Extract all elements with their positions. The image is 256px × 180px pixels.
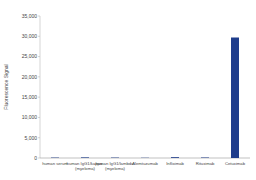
x-tick-label: Infliximab: [166, 161, 184, 166]
y-axis: [40, 16, 41, 158]
bars: [51, 38, 239, 158]
bar: [141, 157, 149, 158]
y-tick-label: 35,000: [22, 13, 38, 19]
bar: [201, 157, 209, 158]
bar: [51, 157, 59, 158]
x-tick-label: Rituximab: [196, 161, 215, 166]
x-tick-label: human IgG1/lambda (myeloma): [95, 161, 134, 171]
y-tick-label: 0: [34, 155, 37, 161]
chart: 0 5,000 10,000 15,000 20,000 25,000 30,000 35,0…: [0, 0, 256, 180]
chart-root: 0 5,000 10,000 15,000 20,000 25,000 30,000 35,0…: [0, 0, 256, 180]
y-axis-label: Fluorescence Signal: [3, 64, 9, 109]
y-tick-label: 15,000: [22, 94, 38, 100]
y-tick-label: 10,000: [22, 114, 38, 120]
x-tick-label: human serum: [42, 161, 68, 166]
y-tick-label: 25,000: [22, 53, 38, 59]
x-tick-label: Alemtuzumab: [132, 161, 158, 166]
y-tick-label: 5,000: [24, 135, 37, 141]
bar: [81, 157, 89, 158]
y-tick-label: 20,000: [22, 74, 38, 80]
bar: [231, 38, 239, 158]
bar: [171, 157, 179, 158]
x-axis: [40, 158, 250, 159]
bar: [111, 157, 119, 158]
x-tick-label: Cetuximab: [225, 161, 246, 166]
y-tick-label: 30,000: [22, 33, 38, 39]
